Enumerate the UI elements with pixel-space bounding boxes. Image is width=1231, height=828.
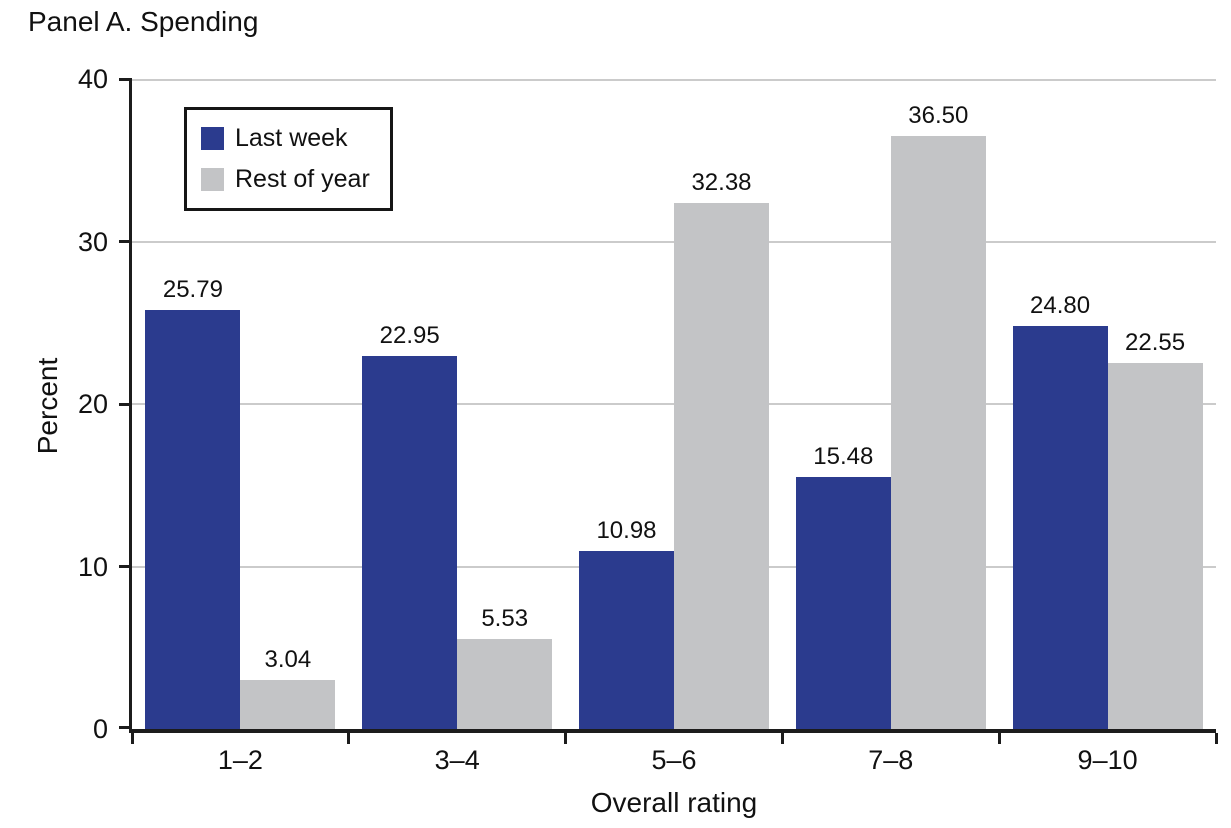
bar-value-label: 32.38 bbox=[691, 168, 752, 196]
bar-last-week bbox=[578, 550, 674, 729]
y-tick-0 bbox=[119, 725, 132, 729]
bar-wrap: 3.04 bbox=[240, 645, 336, 729]
x-category-label-3–4: 3–4 bbox=[434, 745, 480, 775]
bar-last-week bbox=[1012, 326, 1108, 729]
bar-value-label: 3.04 bbox=[264, 645, 312, 673]
legend-item-last-week: Last week bbox=[201, 124, 370, 153]
y-tick-label-40: 40 bbox=[77, 64, 108, 94]
y-tick-40 bbox=[119, 77, 132, 81]
bar-group-9–10: 24.80 22.55 bbox=[999, 79, 1216, 729]
x-tick-0 bbox=[130, 733, 134, 744]
bar-wrap: 15.48 bbox=[795, 443, 891, 729]
y-tick-30 bbox=[119, 240, 132, 243]
plot-area: Last week Rest of year 25.79 3.04 22.95 5.5… bbox=[78, 65, 1218, 818]
legend-swatch-rest-of-year bbox=[201, 168, 224, 191]
bar-wrap: 32.38 bbox=[673, 168, 769, 729]
legend-label: Last week bbox=[235, 124, 348, 152]
x-category-label-5–6: 5–6 bbox=[651, 745, 697, 775]
y-tick-label-0: 0 bbox=[92, 714, 108, 744]
x-tick-2 bbox=[564, 733, 568, 744]
bar-value-label: 25.79 bbox=[162, 275, 223, 303]
bar-value-label: 22.95 bbox=[379, 322, 440, 350]
legend: Last week Rest of year bbox=[184, 107, 393, 211]
y-tick-label-10: 10 bbox=[77, 551, 108, 582]
x-category-label-7–8: 7–8 bbox=[868, 745, 914, 775]
y-tick-10 bbox=[119, 565, 132, 568]
bar-last-week bbox=[362, 356, 458, 729]
y-tick-label-20: 20 bbox=[77, 389, 108, 419]
bar-value-label: 36.50 bbox=[908, 101, 969, 129]
bar-last-week bbox=[795, 477, 891, 729]
bar-rest-of-year bbox=[457, 639, 553, 729]
x-category-label-1–2: 1–2 bbox=[217, 745, 263, 775]
x-tick-4 bbox=[997, 733, 1001, 744]
bar-wrap: 22.95 bbox=[362, 322, 458, 729]
legend-label: Rest of year bbox=[235, 165, 370, 193]
bar-value-label: 22.55 bbox=[1125, 328, 1186, 356]
bar-rest-of-year bbox=[1107, 362, 1203, 729]
bar-last-week bbox=[145, 309, 241, 729]
bar-wrap: 5.53 bbox=[457, 605, 553, 729]
bar-value-label: 24.80 bbox=[1030, 292, 1091, 319]
bar-wrap: 10.98 bbox=[578, 516, 674, 729]
x-tick-1 bbox=[347, 733, 351, 744]
gridline-40 bbox=[132, 79, 1216, 81]
bar-value-label: 5.53 bbox=[481, 605, 529, 633]
x-category-labels: 1–2 3–4 5–6 7–8 9–10 bbox=[132, 745, 1216, 776]
bar-rest-of-year bbox=[890, 135, 986, 729]
x-category-label-9–10: 9–10 bbox=[1077, 745, 1138, 775]
legend-swatch-last-week bbox=[201, 127, 224, 150]
bar-rest-of-year bbox=[673, 202, 769, 729]
y-tick-20 bbox=[119, 402, 132, 406]
x-tick-5 bbox=[1214, 733, 1218, 744]
bar-group-5–6: 10.98 32.38 bbox=[566, 79, 783, 729]
bar-group-1–2: 25.79 3.04 bbox=[132, 79, 349, 729]
legend-item-rest-of-year: Rest of year bbox=[201, 165, 370, 194]
bar-group-7–8: 15.48 36.50 bbox=[782, 79, 999, 729]
bar-value-label: 10.98 bbox=[596, 516, 657, 544]
bar-wrap: 22.55 bbox=[1107, 328, 1203, 729]
chart-title: Panel A. Spending bbox=[28, 6, 259, 37]
bar-wrap: 24.80 bbox=[1012, 292, 1108, 729]
bar-wrap: 36.50 bbox=[890, 101, 986, 729]
bar-groups: 25.79 3.04 22.95 5.53 10.98 32.38 15.48 36.50 24… bbox=[132, 79, 1216, 729]
x-axis-title: Overall rating bbox=[590, 787, 758, 818]
y-tick-label-30: 30 bbox=[77, 226, 108, 257]
bar-value-label: 15.48 bbox=[813, 443, 874, 471]
bar-rest-of-year bbox=[240, 679, 336, 729]
x-tick-3 bbox=[780, 733, 784, 744]
bar-wrap: 25.79 bbox=[145, 275, 241, 729]
bar-group-3–4: 22.95 5.53 bbox=[349, 79, 566, 729]
